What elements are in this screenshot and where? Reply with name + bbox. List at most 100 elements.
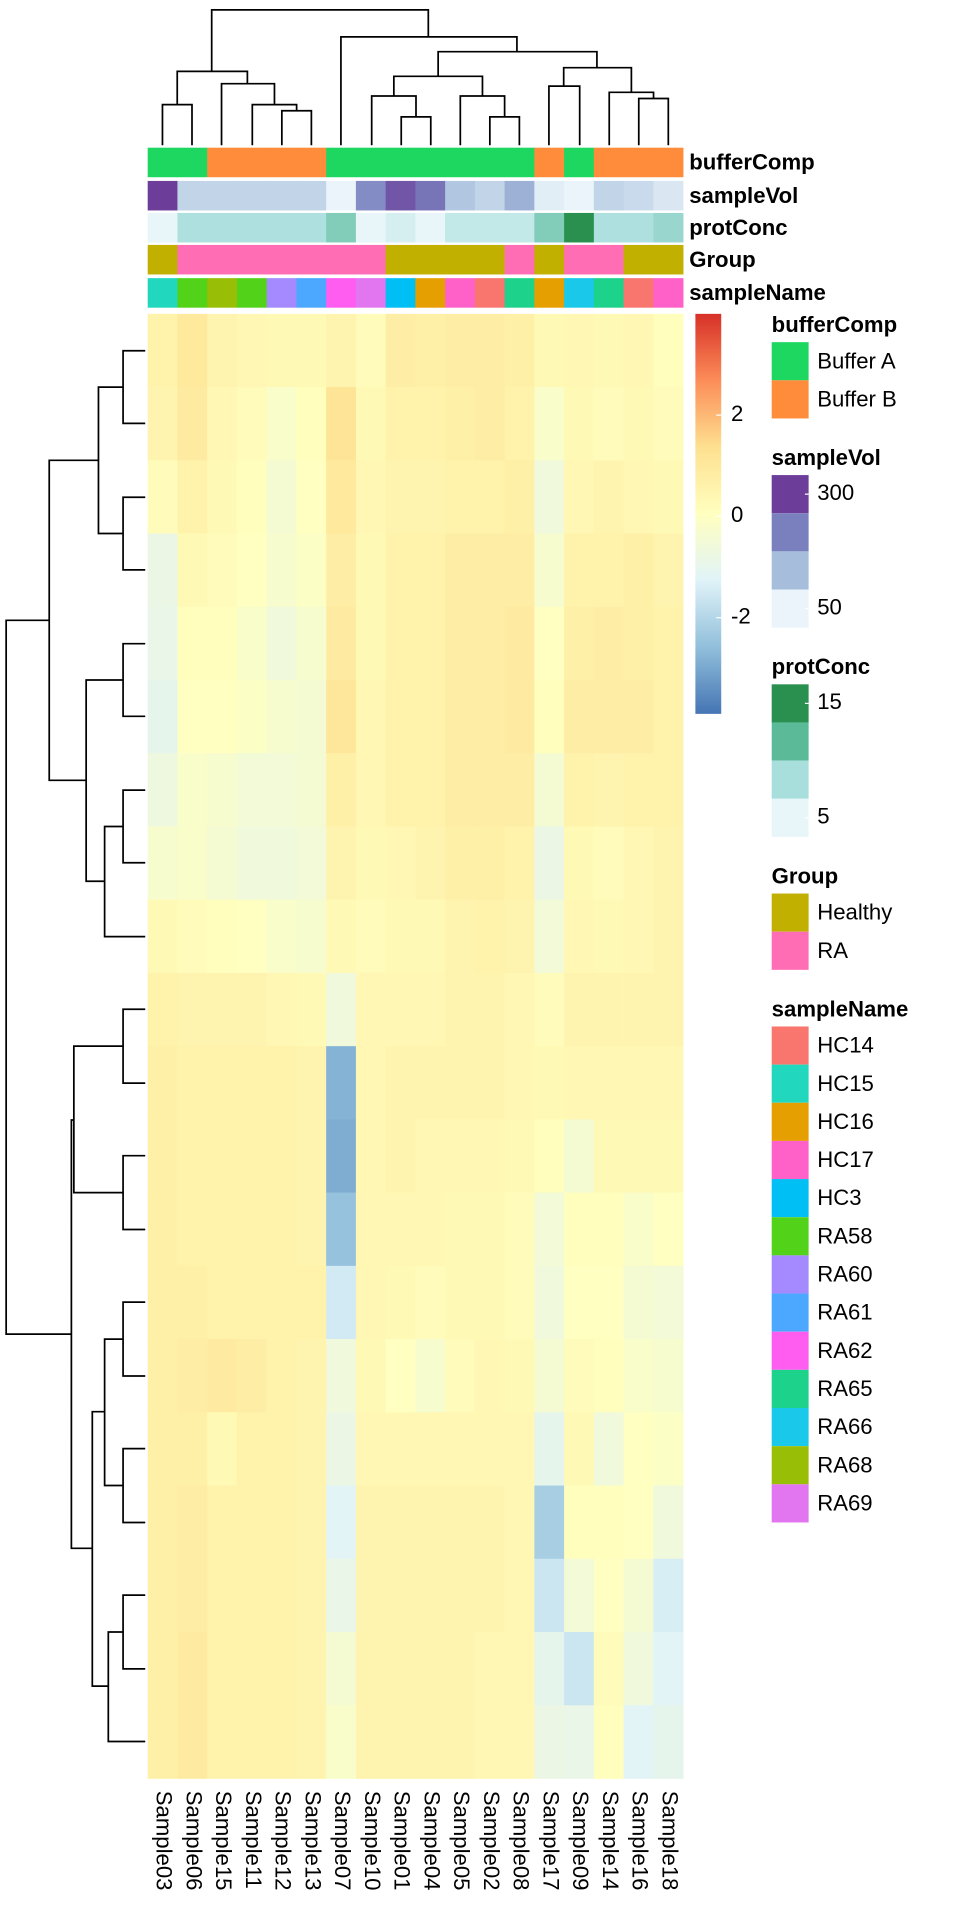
heatmap-cell — [147, 826, 178, 901]
heatmap-cell — [266, 753, 297, 827]
heatmap-cell — [445, 1558, 476, 1633]
heatmap-cell — [653, 1632, 684, 1706]
heatmap-cell — [326, 1119, 357, 1193]
heatmap-cell — [593, 826, 624, 901]
heatmap-cell — [236, 1339, 268, 1413]
heatmap-cell — [355, 680, 387, 754]
heatmap-cell — [653, 1339, 684, 1413]
heatmap-cell — [534, 1046, 565, 1120]
heatmap-cell — [385, 899, 416, 974]
heatmap-cell — [296, 1119, 327, 1193]
heatmap-cell — [177, 1339, 208, 1413]
heatmap-cell — [474, 1192, 505, 1267]
heatmap-cell — [534, 606, 565, 681]
heatmap-cell — [177, 606, 208, 681]
legend-swatch — [771, 342, 809, 381]
heatmap-cell — [326, 606, 357, 681]
heatmap-cell — [326, 899, 357, 974]
annotation-cell — [147, 244, 178, 275]
heatmap-cell — [474, 753, 505, 827]
annotation-cell — [385, 147, 416, 178]
heatmap-cell — [504, 1558, 535, 1633]
heatmap-cell — [296, 1046, 327, 1120]
heatmap-cell — [415, 1265, 446, 1340]
annotation-cell — [266, 244, 297, 275]
column-label: Sample06 — [181, 1791, 206, 1891]
annotation-cell — [236, 278, 268, 308]
heatmap-cell — [593, 1485, 624, 1560]
heatmap-cell — [415, 753, 446, 827]
heatmap-cell — [296, 313, 327, 388]
heatmap-cell — [653, 972, 684, 1047]
heatmap-cell — [147, 460, 178, 534]
heatmap-cell — [474, 826, 505, 901]
heatmap-cell — [534, 533, 565, 608]
heatmap-cell — [147, 1705, 178, 1779]
heatmap-cell — [355, 1485, 387, 1560]
heatmap-cell — [593, 899, 624, 974]
annotation-cell — [623, 244, 654, 275]
heatmap-cell — [534, 1339, 565, 1413]
annotation-cell — [593, 212, 624, 243]
annotation-cell — [653, 180, 684, 211]
heatmap-cell — [534, 753, 565, 827]
heatmap-cell — [564, 1265, 595, 1340]
heatmap-cell — [445, 753, 476, 827]
annotation-cell — [177, 212, 208, 243]
heatmap-cell — [296, 387, 327, 461]
annotation-label: sampleVol — [689, 183, 798, 208]
heatmap-cell — [415, 387, 446, 461]
heatmap-cell — [296, 1412, 327, 1486]
heatmap-cell — [207, 680, 238, 754]
heatmap-cell — [266, 1339, 297, 1413]
heatmap-cell — [623, 606, 654, 681]
legend-label: RA61 — [817, 1300, 872, 1325]
heatmap-cell — [385, 1192, 416, 1267]
annotation-cell — [593, 147, 624, 178]
heatmap-cell — [207, 606, 238, 681]
heatmap-cell — [415, 1339, 446, 1413]
annotation-cell — [326, 212, 357, 243]
heatmap-cell — [147, 1339, 178, 1413]
heatmap-cell — [385, 826, 416, 901]
heatmap-cell — [296, 899, 327, 974]
heatmap-cell — [415, 460, 446, 534]
annotation-cell — [504, 212, 535, 243]
heatmap-cell — [236, 1412, 268, 1486]
heatmap-cell — [593, 387, 624, 461]
legend-title: sampleVol — [772, 445, 881, 470]
annotation-cell — [177, 147, 208, 178]
heatmap-cell — [534, 826, 565, 901]
colorbar-tick-label: -2 — [731, 603, 751, 628]
heatmap-cell — [296, 1485, 327, 1560]
annotation-cell — [504, 278, 535, 308]
annotation-cell — [207, 212, 238, 243]
column-label: Sample01 — [390, 1791, 415, 1891]
heatmap-cell — [534, 680, 565, 754]
annotation-cell — [326, 147, 357, 178]
annotation-cell — [326, 180, 357, 211]
heatmap-cell — [177, 1485, 208, 1560]
legend-label: HC17 — [817, 1147, 874, 1172]
heatmap-cell — [474, 606, 505, 681]
heatmap-cell — [445, 1119, 476, 1193]
legend-swatch — [771, 760, 809, 799]
heatmap-cell — [623, 1265, 654, 1340]
annotation-cell — [266, 212, 297, 243]
annotation-cell — [564, 244, 595, 275]
heatmap-cell — [623, 460, 654, 534]
heatmap-cell — [296, 460, 327, 534]
heatmap-cell — [236, 680, 268, 754]
annotation-cell — [474, 212, 505, 243]
heatmap-cell — [326, 1192, 357, 1267]
annotation-cell — [147, 278, 178, 308]
heatmap-cell — [207, 1705, 238, 1779]
legend-swatch — [771, 1064, 809, 1103]
heatmap-cell — [623, 753, 654, 827]
legend-swatch — [771, 1446, 809, 1485]
heatmap-cell — [236, 1632, 268, 1706]
heatmap-cell — [266, 1412, 297, 1486]
heatmap-cell — [385, 1265, 416, 1340]
heatmap-cell — [355, 753, 387, 827]
